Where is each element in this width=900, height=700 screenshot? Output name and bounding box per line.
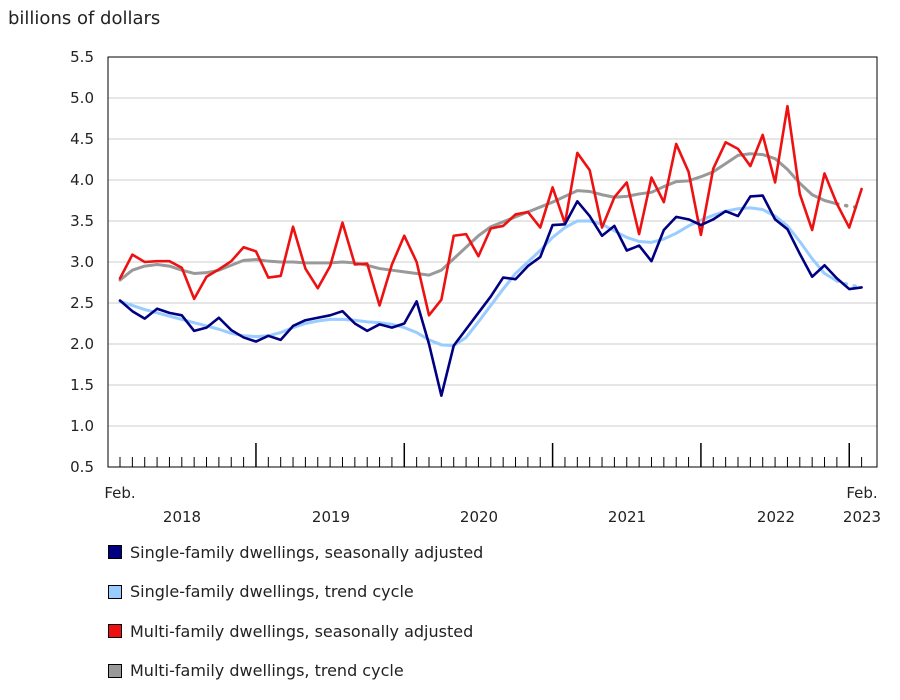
legend-item-single-sa: Single-family dwellings, seasonally adju… [108,542,483,562]
legend-swatch [108,545,122,559]
x-year-label-2021: 2021 [608,508,646,526]
y-tick-label: 5.5 [70,48,94,66]
series-line [118,194,863,397]
y-tick-label: 2.0 [70,335,94,353]
series-line [118,104,863,317]
legend-swatch [108,663,122,678]
y-tick-label: 1.0 [70,417,94,435]
y-tick-label: 5.0 [70,89,94,107]
y-tick-label: 4.0 [70,171,94,189]
x-year-label-2019: 2019 [312,508,350,526]
y-tick-label: 2.5 [70,294,94,312]
x-axis-ticks [119,443,863,467]
legend-item-single-trend: Single-family dwellings, trend cycle [108,582,483,602]
gridlines [108,97,877,427]
legend-swatch [108,584,122,599]
legend: Single-family dwellings, seasonally adju… [108,542,483,700]
legend-swatch [108,624,122,638]
series-line [118,152,839,282]
y-axis-ticks: 0.5 1.0 1.5 2.0 2.5 3.0 3.5 4.0 4.5 5.0 5.5 [70,48,94,476]
legend-item-multi-trend: Multi-family dwellings, trend cycle [108,661,483,681]
x-start-month-label: Feb. [104,484,135,502]
legend-label: Multi-family dwellings, seasonally adjus… [130,621,474,641]
x-year-label-2023: 2023 [843,508,881,526]
y-tick-label: 4.5 [70,130,94,148]
legend-item-multi-sa: Multi-family dwellings, seasonally adjus… [108,621,483,641]
plot-frame [107,56,878,468]
legend-label: Single-family dwellings, seasonally adju… [130,542,484,562]
x-year-label-2022: 2022 [757,508,795,526]
y-axis-label: billions of dollars [8,8,160,29]
x-year-label-2020: 2020 [460,508,498,526]
x-end-month-label: Feb. [846,484,877,502]
series-lines [118,104,864,397]
legend-label: Multi-family dwellings, trend cycle [130,661,404,680]
legend-label: Single-family dwellings, trend cycle [130,582,414,601]
y-tick-label: 1.5 [70,376,94,394]
y-tick-label: 0.5 [70,458,94,476]
y-tick-label: 3.0 [70,253,94,271]
y-tick-label: 3.5 [70,212,94,230]
x-year-label-2018: 2018 [163,508,201,526]
